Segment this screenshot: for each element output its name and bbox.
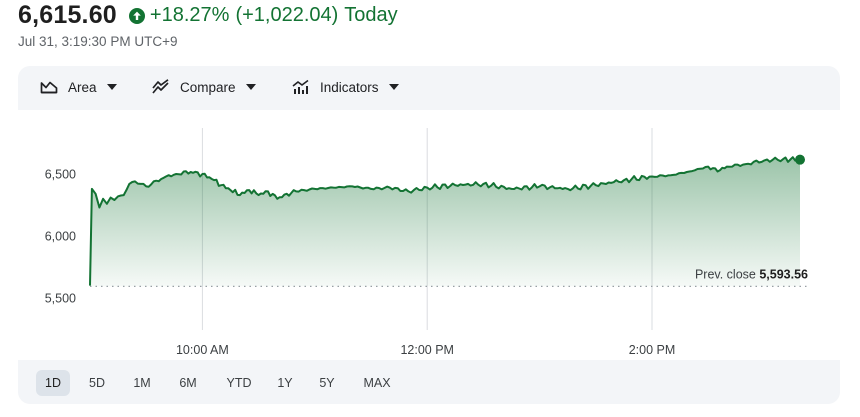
y-tick-label: 5,500 <box>45 292 76 306</box>
range-5d-button[interactable]: 5D <box>89 376 105 390</box>
price-series-line <box>89 156 801 286</box>
price-line: 6,615.60 +18.27% (+1,022.04) Today <box>18 0 398 30</box>
compare-button[interactable]: Compare <box>152 72 256 102</box>
indicators-icon <box>292 79 310 95</box>
indicators-label: Indicators <box>320 79 379 95</box>
area-label: Area <box>68 79 97 95</box>
compare-icon <box>152 79 170 95</box>
range-1m-button[interactable]: 1M <box>133 376 151 390</box>
chart-card: Area Compare <box>18 66 840 404</box>
quote-header: 6,615.60 +18.27% (+1,022.04) Today Jul 3… <box>18 0 398 50</box>
x-tick-label: 12:00 PM <box>400 343 454 357</box>
prev-close-label: Prev. close 5,593.56 <box>695 267 808 281</box>
price-change: +18.27% (+1,022.04) Today <box>128 3 398 27</box>
chart-plot-area[interactable]: 6,500 6,000 5,500 10:00 AM 12:00 PM 2:00 PM Pr… <box>18 110 840 360</box>
range-1d-button[interactable]: 1D <box>36 370 70 396</box>
area-chart-icon <box>40 79 58 95</box>
change-absolute: (+1,022.04) <box>235 3 339 26</box>
y-tick-label: 6,000 <box>45 230 76 244</box>
time-range-bar: 1D 5D 1M 6M YTD 1Y 5Y MAX <box>18 362 840 404</box>
range-1y-button[interactable]: 1Y <box>277 376 293 390</box>
price-area-fill <box>90 157 800 287</box>
indicators-button[interactable]: Indicators <box>292 72 399 102</box>
compare-label: Compare <box>180 79 236 95</box>
price-chart[interactable]: 6,500 6,000 5,500 10:00 AM 12:00 PM 2:00 PM Pr… <box>18 110 840 360</box>
quote-timestamp: Jul 31, 3:19:30 PM UTC+9 <box>18 34 178 49</box>
caret-down-icon <box>245 84 256 90</box>
current-price: 6,615.60 <box>18 0 117 29</box>
y-tick-label: 6,500 <box>45 168 76 182</box>
x-tick-label: 10:00 AM <box>176 343 229 357</box>
arrow-up-circle-icon <box>128 7 145 24</box>
last-price-dot <box>795 154 805 165</box>
range-6m-button[interactable]: 6M <box>179 376 197 390</box>
caret-down-icon <box>106 84 117 90</box>
change-period: Today <box>344 3 398 26</box>
range-5y-button[interactable]: 5Y <box>319 376 335 390</box>
range-max-button[interactable]: MAX <box>363 376 391 390</box>
x-tick-label: 2:00 PM <box>629 343 676 357</box>
chart-toolbar: Area Compare <box>18 66 840 108</box>
chart-type-area-button[interactable]: Area <box>40 72 117 102</box>
change-percent: +18.27% <box>149 3 230 26</box>
range-ytd-button[interactable]: YTD <box>226 376 252 390</box>
caret-down-icon <box>388 84 399 90</box>
